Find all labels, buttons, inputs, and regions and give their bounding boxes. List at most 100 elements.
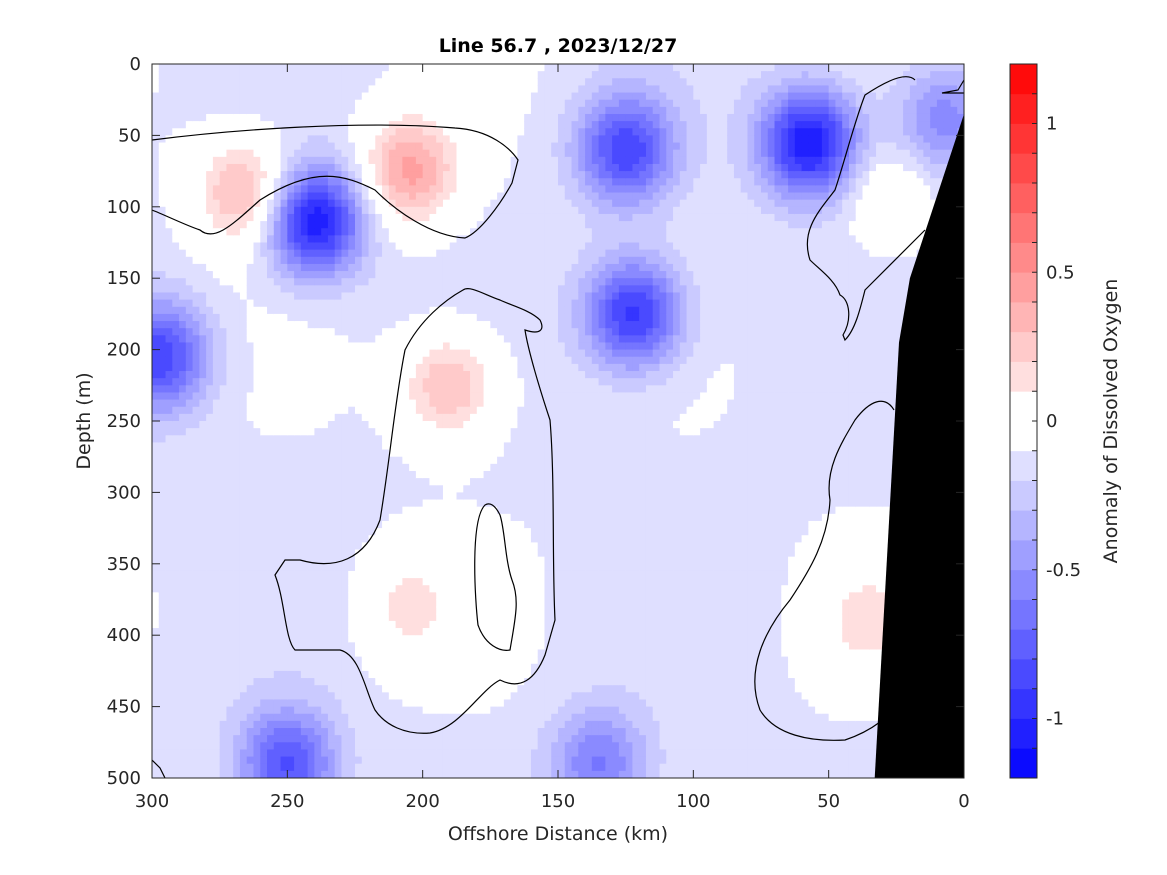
heat-cell <box>382 628 390 636</box>
heat-cell <box>179 485 187 493</box>
heat-cell <box>429 378 437 386</box>
heat-cell <box>172 213 180 222</box>
heat-cell <box>456 442 464 451</box>
heat-cell <box>422 128 431 136</box>
heat-cell <box>361 470 370 479</box>
heat-cell <box>476 121 485 129</box>
heat-cell <box>456 535 464 543</box>
heat-cell <box>294 278 302 286</box>
heat-cell <box>402 113 410 122</box>
heat-cell <box>442 528 451 536</box>
heat-cell <box>206 742 214 751</box>
heat-cell <box>199 699 207 708</box>
heat-cell <box>483 599 491 608</box>
heat-cell <box>422 720 431 729</box>
heat-cell <box>287 663 295 672</box>
heat-cell <box>226 442 234 451</box>
heat-cell <box>476 235 485 244</box>
heat-cell <box>260 192 268 201</box>
heat-cell <box>212 763 221 772</box>
heat-cell <box>334 678 343 686</box>
heat-cell <box>172 685 180 693</box>
heat-cell <box>429 263 437 272</box>
heat-cell <box>470 385 478 394</box>
heat-cell <box>206 228 214 236</box>
heat-cell <box>409 749 417 758</box>
heat-cell <box>212 249 221 258</box>
heat-cell <box>260 121 268 129</box>
heat-cell <box>422 399 431 408</box>
heat-cell <box>341 85 349 94</box>
heat-cell <box>463 628 471 636</box>
heat-cell <box>158 313 167 322</box>
heat-cell <box>179 363 187 372</box>
heat-cell <box>375 156 383 165</box>
heat-cell <box>246 328 255 336</box>
heat-cell <box>388 628 397 636</box>
heat-cell <box>429 435 437 444</box>
heat-cell <box>226 556 234 565</box>
heat-cell <box>260 742 268 751</box>
heat-cell <box>239 163 248 172</box>
heat-cell <box>395 699 403 708</box>
heat-cell <box>415 113 424 122</box>
heat-cell <box>436 463 444 472</box>
heat-cell <box>409 113 417 122</box>
heat-cell <box>199 599 207 608</box>
heat-cell <box>368 578 376 586</box>
heat-cell <box>179 449 187 458</box>
heat-cell <box>415 199 424 208</box>
heat-cell <box>253 106 261 115</box>
heat-cell <box>206 535 214 543</box>
heat-cell <box>273 228 282 236</box>
heat-cell <box>402 506 410 515</box>
heat-cell <box>402 699 410 708</box>
heat-cell <box>463 728 471 736</box>
heat-cell <box>300 663 309 672</box>
heat-cell <box>287 442 295 451</box>
heat-cell <box>185 199 194 208</box>
heat-cell <box>300 242 309 251</box>
heat-cell <box>226 535 234 543</box>
heat-cell <box>185 728 194 736</box>
heat-cell <box>172 99 180 108</box>
heat-cell <box>470 135 478 144</box>
heat-cell <box>253 206 261 215</box>
heat-cell <box>402 742 410 751</box>
heat-cell <box>294 335 302 344</box>
heat-cell <box>361 763 370 772</box>
heat-cell <box>294 356 302 365</box>
heat-cell <box>409 213 417 222</box>
heat-cell <box>355 292 363 301</box>
heat-cell <box>483 606 491 615</box>
heat-cell <box>422 163 431 172</box>
heat-cell <box>368 520 376 529</box>
heat-cell <box>212 85 221 94</box>
heat-cell <box>382 613 390 622</box>
heat-cell <box>449 699 458 708</box>
heat-cell <box>294 64 302 72</box>
heat-cell <box>321 456 329 465</box>
heat-cell <box>382 228 390 236</box>
heat-cell <box>395 249 403 258</box>
heat-cell <box>199 149 207 158</box>
heat-cell <box>300 213 309 222</box>
heat-cell <box>395 399 403 408</box>
heat-cell <box>246 242 255 251</box>
heat-cell <box>280 485 288 493</box>
heat-cell <box>395 285 403 294</box>
heat-cell <box>260 749 268 758</box>
heat-cell <box>280 178 288 186</box>
heat-cell <box>388 92 397 101</box>
heat-cell <box>382 135 390 144</box>
heat-cell <box>476 78 485 87</box>
heat-cell <box>253 263 261 272</box>
heat-cell <box>422 578 431 586</box>
heat-cell <box>294 228 302 236</box>
heat-cell <box>456 271 464 279</box>
heat-cell <box>422 199 431 208</box>
heat-cell <box>239 499 248 508</box>
heat-cell <box>429 442 437 451</box>
heat-cell <box>185 428 194 436</box>
heat-cell <box>300 563 309 572</box>
